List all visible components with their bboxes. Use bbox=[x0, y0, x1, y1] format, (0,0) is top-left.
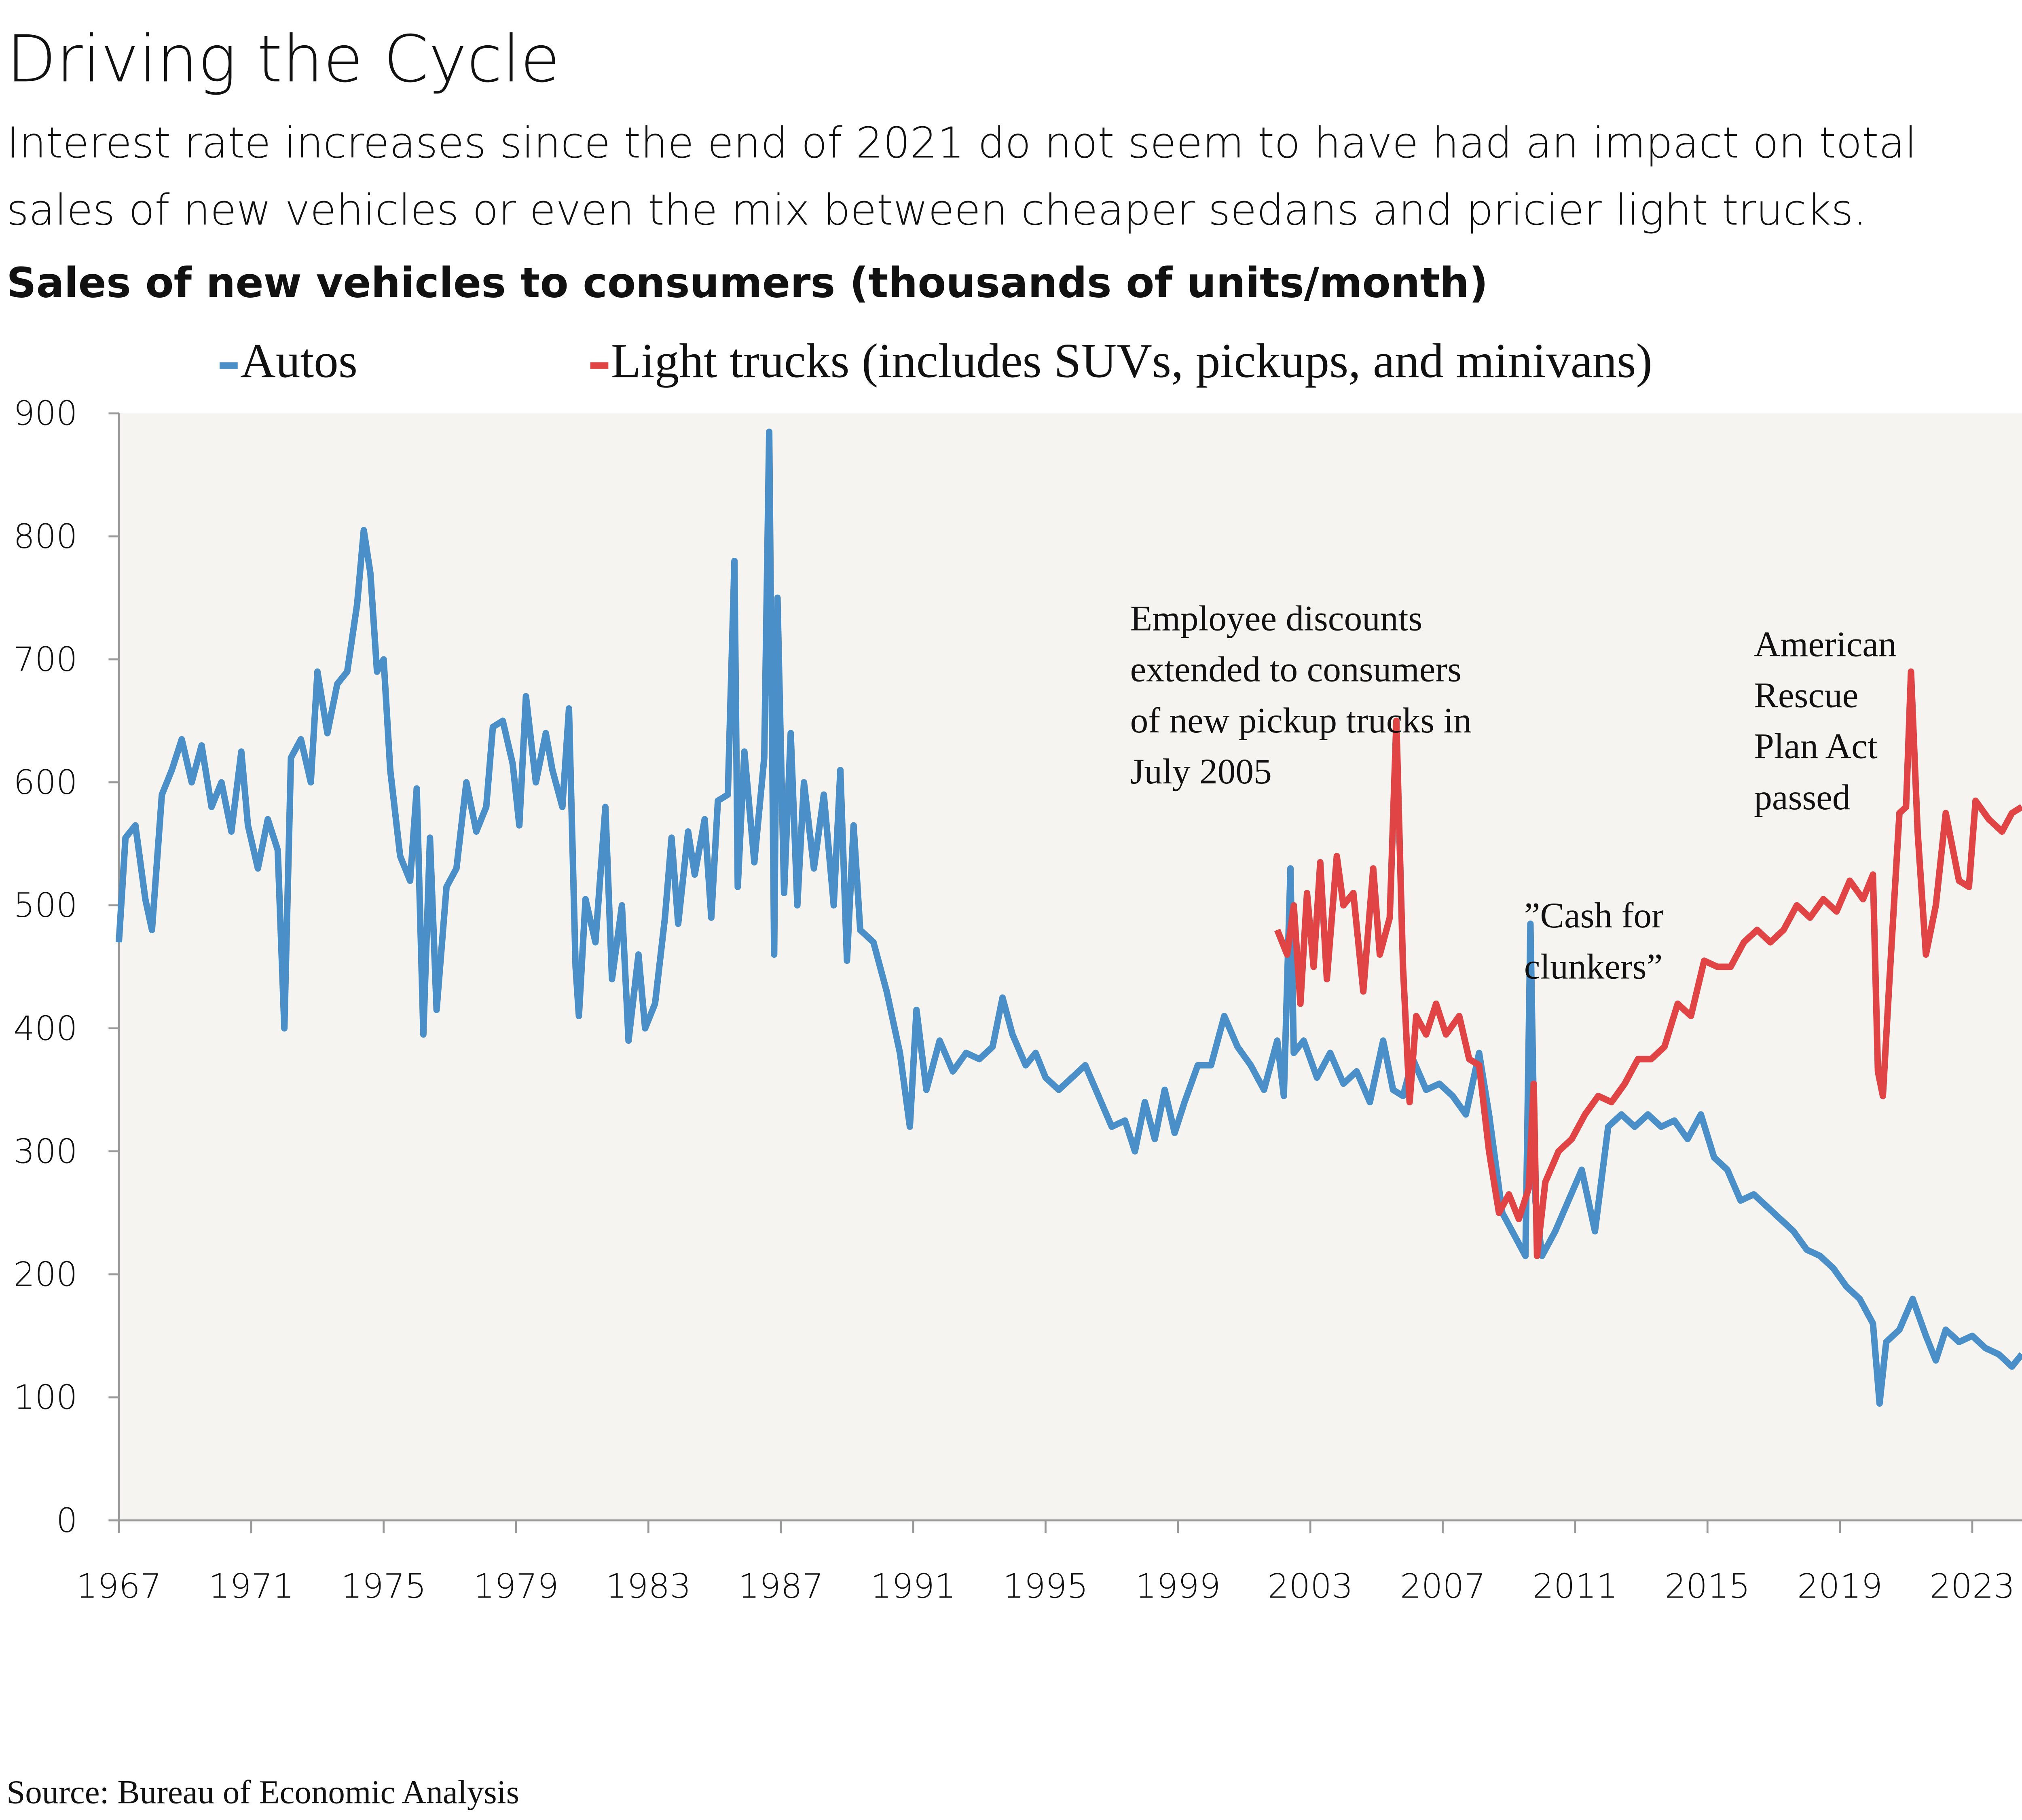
y-tick-label: 400 bbox=[13, 1009, 77, 1048]
y-tick-label: 800 bbox=[13, 517, 77, 556]
plot-background bbox=[118, 413, 2022, 1521]
y-tick-label: 700 bbox=[13, 640, 77, 679]
title: Driving the Cycle bbox=[6, 21, 560, 97]
annotation: ”Cash for bbox=[1524, 895, 1664, 935]
annotation: American bbox=[1754, 624, 1896, 664]
y-tick-label: 500 bbox=[13, 886, 77, 925]
annotation: of new pickup trucks in bbox=[1130, 700, 1472, 741]
x-tick-label: 1995 bbox=[1003, 1567, 1088, 1606]
x-tick-label: 1999 bbox=[1135, 1567, 1220, 1606]
subtitle-line: Interest rate increases since the end of… bbox=[6, 118, 1916, 168]
series-line bbox=[1274, 668, 2022, 1259]
x-tick-label: 2023 bbox=[1929, 1567, 2015, 1606]
annotation: July 2005 bbox=[1130, 751, 1272, 791]
y-tick-label: 0 bbox=[56, 1501, 78, 1540]
source: Source: Bureau of Economic Analysis bbox=[6, 1773, 519, 1810]
legend-label: Light trucks (includes SUVs, pickups, an… bbox=[611, 334, 1652, 388]
subtitle-line: sales of new vehicles or even the mix be… bbox=[6, 185, 1867, 235]
x-tick-label: 1979 bbox=[473, 1567, 558, 1606]
x-tick-label: 1971 bbox=[209, 1567, 294, 1606]
x-tick-label: 1987 bbox=[738, 1567, 823, 1606]
series-line bbox=[115, 428, 2022, 1407]
annotation: Rescue bbox=[1754, 675, 1858, 715]
chart-title: Sales of new vehicles to consumers (thou… bbox=[6, 259, 1488, 307]
annotation: Employee discounts bbox=[1130, 599, 1423, 639]
x-tick-label: 1975 bbox=[341, 1567, 426, 1606]
x-tick-label: 1991 bbox=[870, 1567, 956, 1606]
annotation: Plan Act bbox=[1754, 726, 1878, 766]
y-tick-label: 100 bbox=[13, 1378, 77, 1417]
x-tick-label: 2007 bbox=[1400, 1567, 1485, 1606]
x-tick-label: 2011 bbox=[1532, 1567, 1618, 1606]
x-tick-label: 2019 bbox=[1797, 1567, 1882, 1606]
annotation: passed bbox=[1754, 777, 1850, 817]
x-tick-label: 1967 bbox=[76, 1567, 161, 1606]
y-tick-label: 600 bbox=[13, 763, 77, 802]
annotation: extended to consumers bbox=[1130, 650, 1462, 690]
y-tick-label: 300 bbox=[13, 1132, 77, 1171]
legend-label: Autos bbox=[240, 334, 357, 388]
y-tick-label: 200 bbox=[13, 1255, 77, 1294]
x-tick-label: 1983 bbox=[606, 1567, 691, 1606]
y-tick-label: 900 bbox=[13, 394, 77, 433]
annotation: clunkers” bbox=[1524, 946, 1663, 986]
x-tick-label: 2003 bbox=[1268, 1567, 1353, 1606]
x-tick-label: 2015 bbox=[1665, 1567, 1750, 1606]
